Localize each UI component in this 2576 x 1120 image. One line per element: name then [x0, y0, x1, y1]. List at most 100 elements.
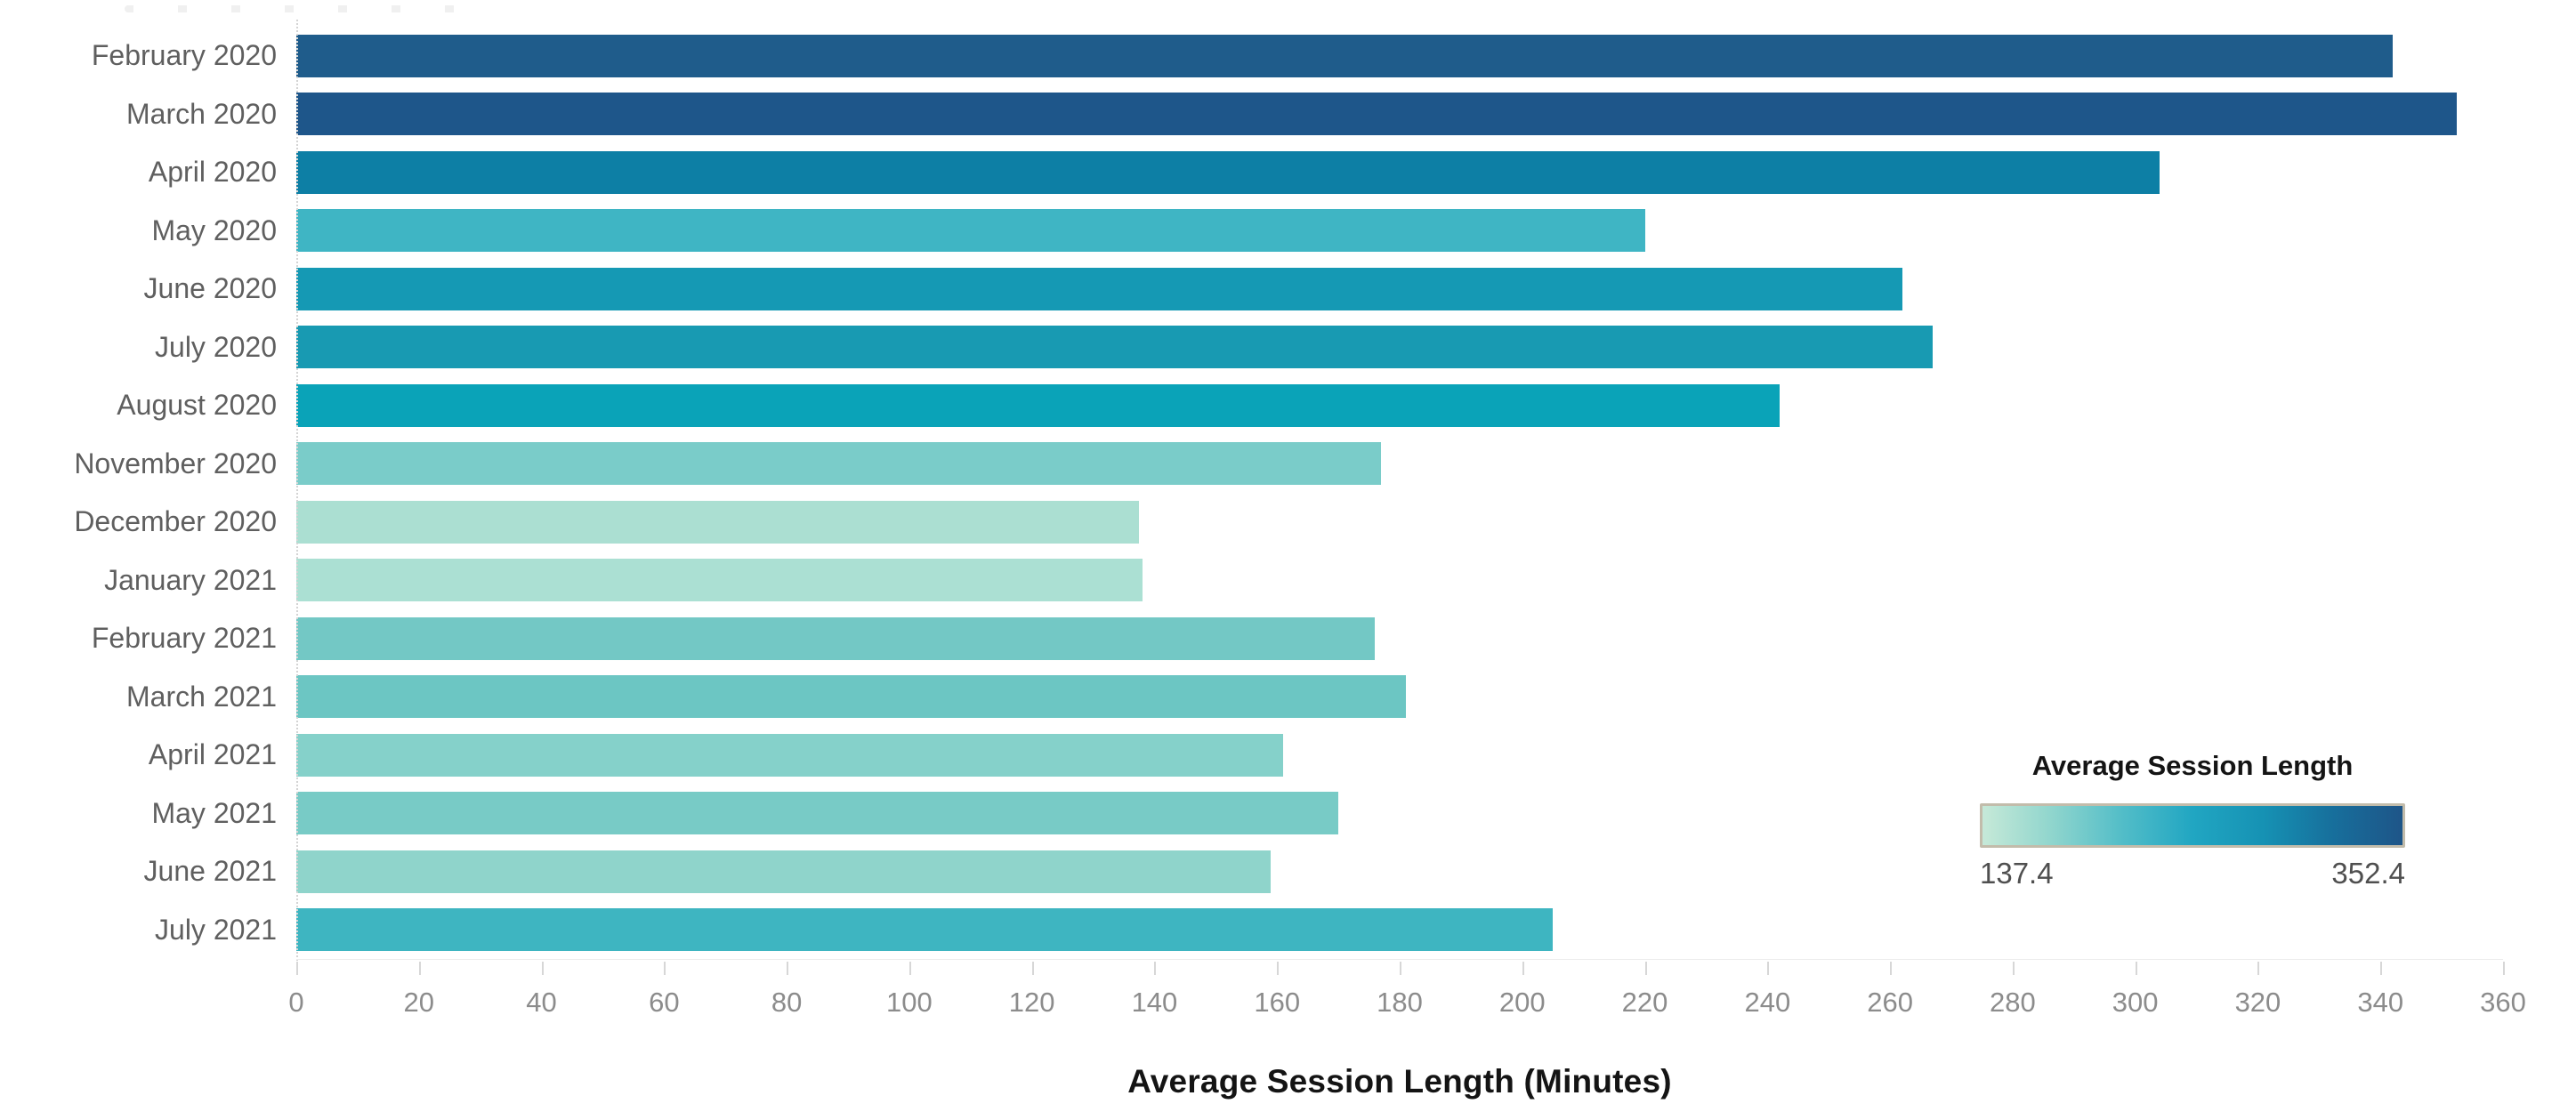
- bar-track: [296, 376, 2503, 435]
- category-label: January 2021: [104, 563, 277, 596]
- bar-track: [296, 260, 2503, 318]
- x-axis-tick: [1154, 962, 1157, 975]
- x-axis-tick: [2135, 962, 2137, 975]
- x-axis-tick-label: 320: [2234, 987, 2281, 1018]
- x-axis-title: Average Session Length (Minutes): [1127, 1063, 1672, 1100]
- bar-november-2020[interactable]: [296, 442, 1382, 486]
- x-axis-tick-label: 280: [1990, 987, 2036, 1018]
- x-axis-tick-label: 220: [1621, 987, 1668, 1018]
- bar-february-2021[interactable]: [296, 616, 1376, 660]
- table-row: March 2020: [0, 85, 2503, 144]
- x-axis-tick-label: 120: [1008, 987, 1055, 1018]
- table-row: March 2021: [0, 668, 2503, 727]
- table-row: August 2020: [0, 376, 2503, 435]
- bar-may-2020[interactable]: [296, 209, 1645, 253]
- bar-track: [296, 202, 2503, 261]
- x-axis-tick: [787, 962, 789, 975]
- x-axis-tick: [2012, 962, 2015, 975]
- x-axis-tick: [1644, 962, 1647, 975]
- bar-june-2020[interactable]: [296, 267, 1902, 310]
- bar-track: [296, 493, 2503, 552]
- category-label: November 2020: [74, 447, 277, 479]
- bar-track: [296, 85, 2503, 144]
- bar-april-2020[interactable]: [296, 150, 2160, 194]
- category-label: July 2020: [155, 330, 277, 363]
- x-axis-tick-label: 340: [2357, 987, 2404, 1018]
- table-row: November 2020: [0, 435, 2503, 494]
- bar-march-2020[interactable]: [296, 93, 2457, 136]
- category-label: March 2021: [126, 680, 277, 713]
- axis-zero-line: [296, 20, 298, 964]
- x-axis-tick-label: 140: [1131, 987, 1178, 1018]
- bar-january-2021[interactable]: [296, 559, 1143, 602]
- category-label: May 2021: [151, 796, 277, 829]
- bar-july-2021[interactable]: [296, 908, 1554, 952]
- category-label: June 2020: [143, 272, 277, 305]
- table-row: July 2021: [0, 901, 2503, 960]
- bar-track: [296, 318, 2503, 377]
- bar-track: [296, 27, 2503, 85]
- table-row: February 2020: [0, 27, 2503, 85]
- x-axis: 0 20 40 60 80 100 120 140 160 180 200 220 240 260 280 3…: [288, 959, 2526, 1049]
- table-row: December 2020: [0, 493, 2503, 552]
- bar-track: [296, 668, 2503, 727]
- x-axis-tick-label: 80: [771, 987, 803, 1018]
- bar-track: [296, 726, 2503, 785]
- legend-min-label: 137.4: [1980, 857, 2054, 890]
- x-axis-tick: [908, 962, 911, 975]
- x-axis-tick: [2380, 962, 2383, 975]
- cropped-text-artifact: [125, 5, 480, 12]
- legend-title: Average Session Length: [2031, 750, 2354, 781]
- bar-track: [296, 552, 2503, 610]
- bar-march-2021[interactable]: [296, 675, 1406, 719]
- category-label: August 2020: [117, 389, 277, 422]
- category-label: April 2021: [148, 738, 277, 771]
- bar-track: [296, 842, 2503, 901]
- bar-track: [296, 143, 2503, 202]
- category-label: April 2020: [148, 156, 277, 189]
- bar-december-2020[interactable]: [296, 500, 1139, 544]
- table-row: June 2021: [0, 842, 2503, 901]
- x-axis-tick-label: 60: [649, 987, 680, 1018]
- x-axis-tick: [541, 962, 544, 975]
- legend-gradient-bar: [1980, 803, 2405, 848]
- category-label: March 2020: [126, 97, 277, 130]
- bar-august-2020[interactable]: [296, 383, 1781, 427]
- bar-track: [296, 435, 2503, 494]
- table-row: May 2020: [0, 202, 2503, 261]
- x-axis-tick-label: 40: [526, 987, 557, 1018]
- x-axis-tick-label: 300: [2112, 987, 2159, 1018]
- plot-area: February 2020 March 2020 April 2020 May 202…: [0, 27, 2503, 959]
- bar-june-2021[interactable]: [296, 850, 1272, 893]
- x-axis-tick: [1522, 962, 1524, 975]
- category-label: June 2021: [143, 855, 277, 888]
- table-row: April 2021: [0, 726, 2503, 785]
- color-legend: Average Session Length 137.4 352.4: [1980, 750, 2405, 890]
- table-row: January 2021: [0, 552, 2503, 610]
- x-axis-tick-label: 200: [1498, 987, 1546, 1018]
- table-row: June 2020: [0, 260, 2503, 318]
- x-axis-tick: [2503, 962, 2505, 975]
- bar-february-2020[interactable]: [296, 34, 2393, 77]
- table-row: May 2021: [0, 785, 2503, 843]
- x-axis-tick: [418, 962, 421, 975]
- x-axis-tick: [1767, 962, 1770, 975]
- category-label: July 2021: [155, 913, 277, 946]
- x-axis-tick: [1031, 962, 1034, 975]
- x-axis-tick-label: 160: [1254, 987, 1301, 1018]
- x-axis-tick-label: 180: [1377, 987, 1423, 1018]
- bar-july-2020[interactable]: [296, 326, 1934, 369]
- x-axis-tick-label: 0: [288, 987, 304, 1018]
- table-row: April 2020: [0, 143, 2503, 202]
- x-axis-tick: [296, 962, 298, 975]
- bar-may-2021[interactable]: [296, 792, 1339, 835]
- table-row: July 2020: [0, 318, 2503, 377]
- x-axis-tick-label: 240: [1744, 987, 1791, 1018]
- x-axis-tick-label: 20: [403, 987, 435, 1018]
- category-label: December 2020: [74, 505, 277, 538]
- bar-april-2021[interactable]: [296, 733, 1284, 777]
- category-label: May 2020: [151, 214, 277, 246]
- x-axis-tick-label: 360: [2480, 987, 2526, 1018]
- x-axis-tick-label: 100: [886, 987, 933, 1018]
